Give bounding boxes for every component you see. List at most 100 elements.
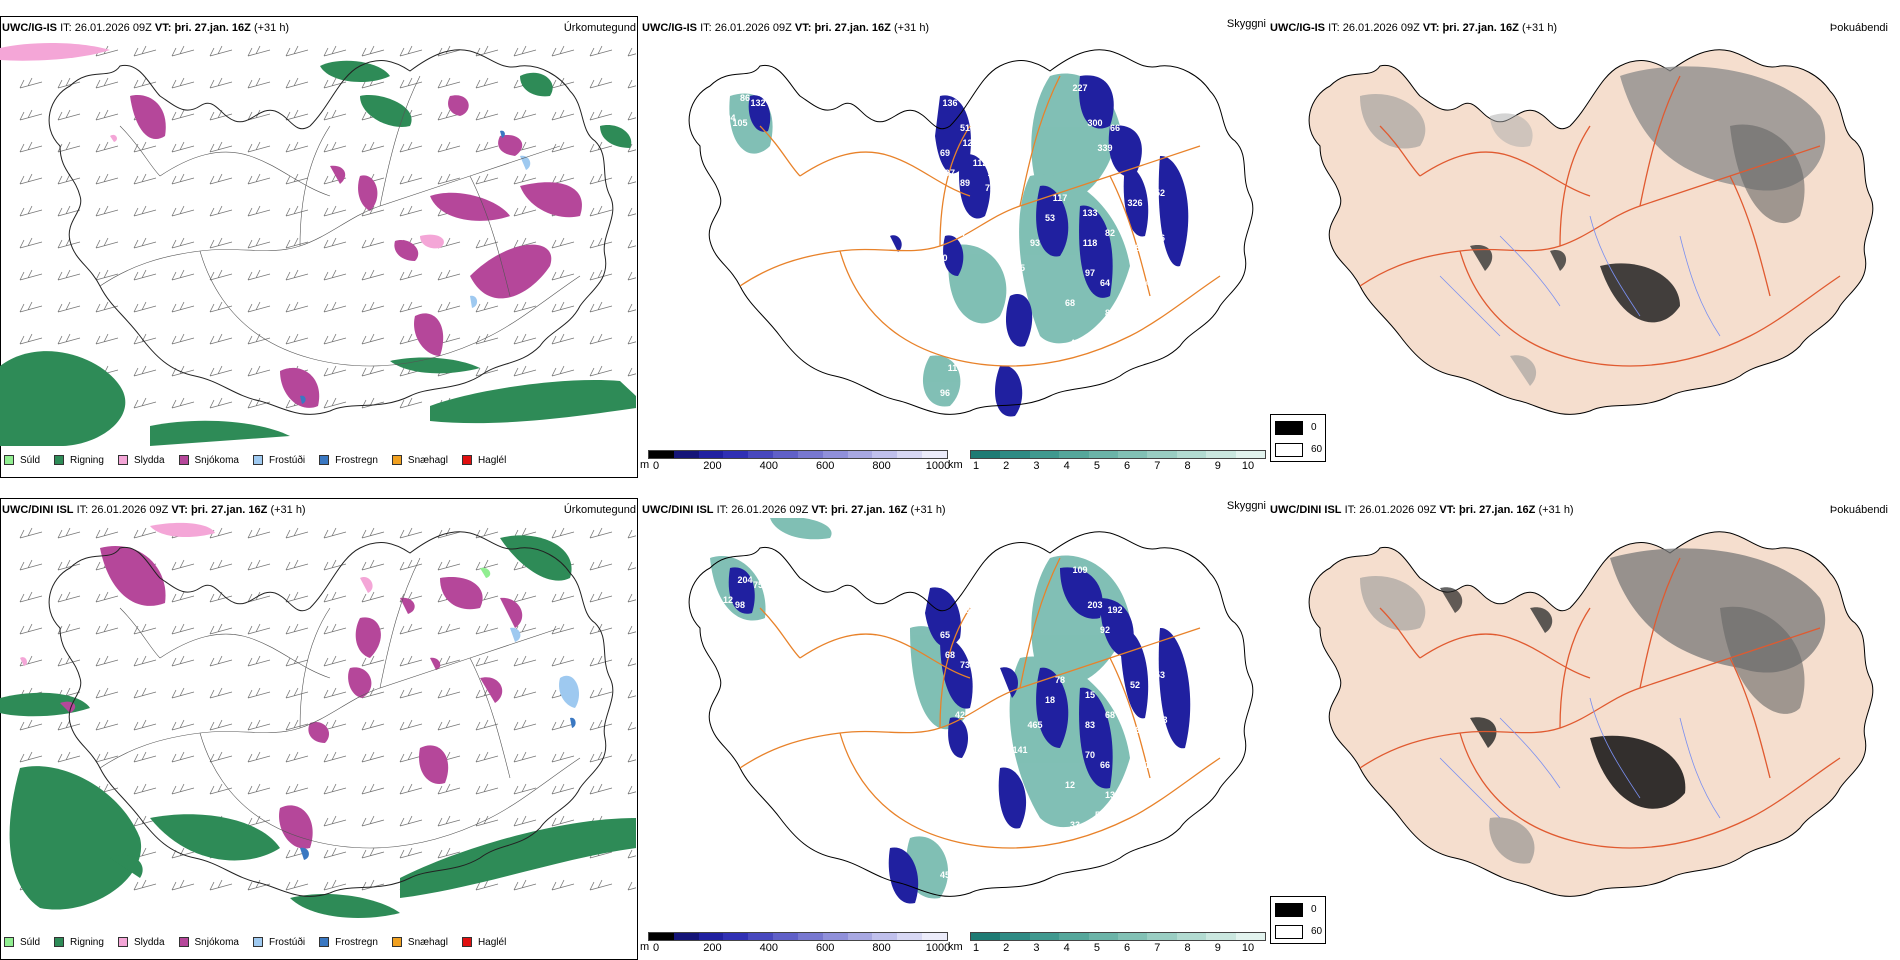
visibility-value-label: 81 — [1135, 243, 1145, 253]
visibility-value-label: 109 — [1072, 565, 1087, 575]
visibility-value-label: 85 — [1105, 308, 1115, 318]
visibility-value-label: 74 — [1095, 328, 1105, 338]
legend-item: Haglél — [461, 937, 506, 948]
wind-barb — [361, 879, 385, 891]
visibility-value-label: 141 — [1012, 745, 1027, 755]
visibility-value-label: 66 — [1110, 123, 1120, 133]
wind-barb — [133, 301, 157, 313]
wind-barb — [399, 623, 423, 635]
wind-barb — [19, 623, 43, 635]
visibility-value-label: 45 — [1105, 680, 1115, 690]
ptype-title: Úrkomutegund — [563, 504, 636, 516]
visibility-title: Skyggni — [1226, 18, 1266, 30]
wind-barb — [475, 559, 499, 571]
wind-barb — [475, 719, 499, 731]
wind-barb — [133, 687, 157, 699]
vt-label: VT: — [811, 504, 828, 516]
visibility-value-label: 80 — [950, 845, 960, 855]
colorbar-tick: 4 — [1063, 460, 1070, 472]
visibility-value-label: 42 — [955, 710, 965, 720]
wind-barb — [247, 205, 271, 217]
ptype-legend: Súld Rigning Slydda Snjókoma Frostúði Frostre… — [4, 932, 520, 952]
wind-barb — [95, 77, 119, 89]
wind-barb — [209, 301, 233, 313]
colorbar-cell — [1176, 933, 1207, 940]
wind-barb — [627, 271, 636, 281]
high-terrain-areas — [728, 567, 1191, 904]
visibility-value-label: 86 — [740, 93, 750, 103]
visibility-value-label: 93 — [1030, 238, 1040, 248]
wind-barb — [209, 45, 233, 57]
colorbar-cell — [847, 933, 873, 940]
colorbar-cell — [1088, 933, 1119, 940]
wind-barb — [627, 721, 636, 731]
wind-barb — [513, 591, 537, 603]
iceland-roads — [1359, 75, 1841, 367]
fog-swatch-60 — [1275, 443, 1303, 457]
wind-barb — [627, 881, 636, 891]
wind-barb — [171, 623, 195, 635]
wind-barb — [247, 687, 271, 699]
wind-barb — [361, 301, 385, 313]
wind-barb — [57, 527, 81, 539]
wind-barb — [133, 623, 157, 635]
wind-barb — [361, 205, 385, 217]
wind-barb — [171, 77, 195, 89]
wind-barb — [627, 561, 636, 571]
fog-panel: 0 60 UWC/IG-IS IT: 26.01.2026 09Z VT: þr… — [1270, 8, 1900, 478]
wind-barb — [513, 655, 537, 667]
wind-barb — [475, 751, 499, 763]
visibility-value-label: 18 — [1045, 695, 1055, 705]
colorbar-cell — [1029, 451, 1060, 458]
wind-barb — [551, 591, 575, 603]
visibility-value-label: 52 — [1130, 680, 1140, 690]
visibility-value-label: 203 — [1087, 600, 1102, 610]
legend-swatch — [391, 937, 402, 947]
legend-item: Súld — [4, 455, 40, 466]
visibility-value-label: 118 — [1083, 238, 1098, 248]
visibility-value-label: 133 — [1082, 208, 1097, 218]
colorbar-cell — [847, 451, 873, 458]
colorbar-cell — [723, 933, 749, 940]
wind-barb — [513, 719, 537, 731]
wind-barb — [247, 141, 271, 153]
wind-barb — [209, 687, 233, 699]
wind-barb — [57, 77, 81, 89]
wind-barb — [19, 237, 43, 249]
wind-barb — [361, 783, 385, 795]
legend-item: Slydda — [117, 937, 165, 948]
lead-time: (+31 h) — [253, 22, 290, 34]
wind-barb — [95, 655, 119, 667]
wind-barb — [57, 623, 81, 635]
wind-barb — [551, 237, 575, 249]
wind-barb — [475, 655, 499, 667]
wind-barb — [475, 879, 499, 891]
wind-barb — [323, 623, 347, 635]
wind-barb — [95, 109, 119, 121]
wind-barb — [133, 719, 157, 731]
vt-label: VT: — [154, 22, 172, 34]
high-terrain-areas — [748, 75, 1189, 417]
visibility-value-label: 7 — [947, 580, 952, 590]
fog-title: Þokuábendi — [1829, 504, 1888, 516]
wind-barb — [589, 237, 613, 249]
wind-barb — [247, 237, 271, 249]
colorbar-cell — [1206, 933, 1236, 940]
wind-barb — [323, 365, 347, 377]
wind-barb — [513, 173, 537, 185]
colorbar-cell — [1088, 451, 1119, 458]
colorbar-tick: 600 — [816, 942, 835, 954]
sleet-areas — [0, 42, 444, 249]
wind-barb — [57, 559, 81, 571]
legend-label: Snæhagl — [407, 936, 448, 948]
colorbar-cell — [1147, 933, 1177, 940]
wind-barb — [57, 301, 81, 313]
visibility-header: UWC/IG-IS IT: 26.01.2026 09Z VT: þri. 27… — [642, 22, 929, 34]
colorbar-tick: 7 — [1154, 942, 1161, 954]
wind-barb — [247, 45, 271, 57]
colorbar-tick: 800 — [872, 942, 891, 954]
it-label: IT: — [1328, 22, 1340, 34]
wind-barb — [475, 141, 499, 153]
visibility-value-label: 70 — [1085, 750, 1095, 760]
